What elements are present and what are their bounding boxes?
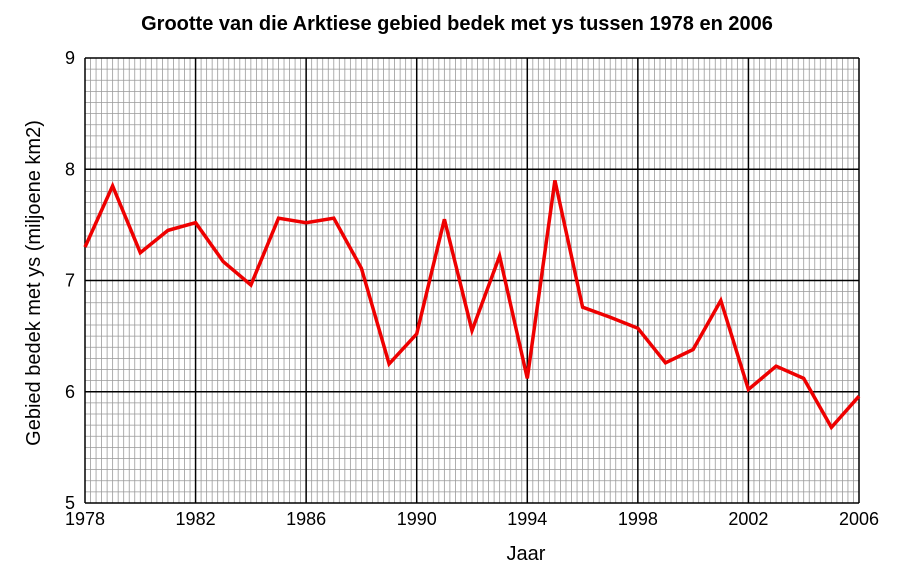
x-tick-label: 1982 <box>176 509 216 529</box>
y-tick-label: 8 <box>65 159 75 179</box>
ice-extent-line <box>83 180 861 431</box>
x-tick-label: 1994 <box>507 509 547 529</box>
x-tick-label: 1986 <box>286 509 326 529</box>
major-grid <box>84 57 860 504</box>
x-tick-label: 2006 <box>839 509 879 529</box>
x-axis-label: Jaar <box>507 543 546 565</box>
chart-title: Grootte van die Arktiese gebied bedek me… <box>141 13 773 35</box>
x-tick-label: 2002 <box>728 509 768 529</box>
y-tick-label: 7 <box>65 271 75 291</box>
y-tick-label: 6 <box>65 382 75 402</box>
y-tick-labels: 5 6 7 8 9 <box>65 48 75 513</box>
y-tick-label: 9 <box>65 48 75 68</box>
y-axis-label: Gebied bedek met ys (miljoene km2) <box>23 120 45 446</box>
y-tick-label: 5 <box>65 493 75 513</box>
x-tick-label: 1998 <box>618 509 658 529</box>
data-series <box>83 180 861 431</box>
x-tick-label: 1990 <box>397 509 437 529</box>
x-tick-label: 1978 <box>65 509 105 529</box>
x-tick-labels: 1978 1982 1986 1990 1994 1998 2002 2006 <box>65 509 879 529</box>
